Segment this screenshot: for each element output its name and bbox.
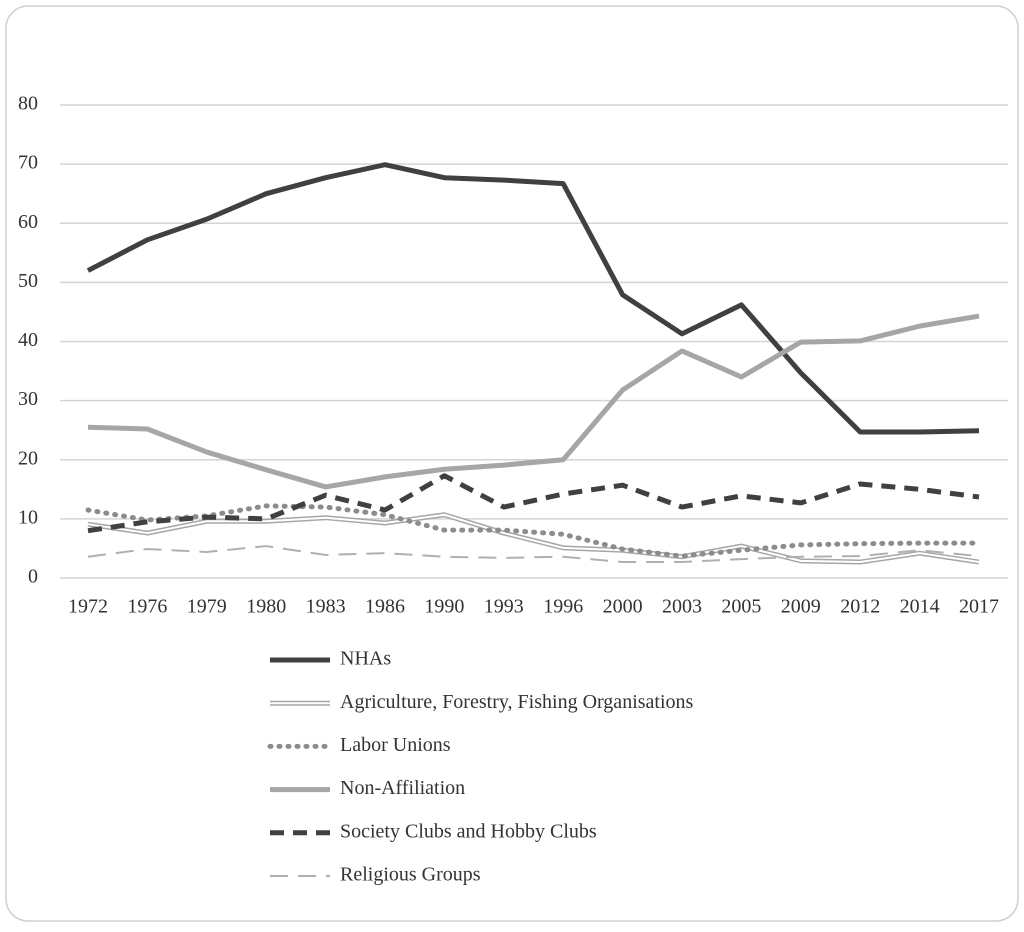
y-tick-label: 0	[28, 566, 38, 588]
x-tick-label: 1993	[484, 596, 524, 618]
series-line	[87, 473, 980, 534]
legend-label: Agriculture, Forestry, Fishing Organisat…	[340, 691, 694, 713]
x-tick-label: 1986	[365, 596, 405, 618]
x-tick-label: 2005	[721, 596, 761, 618]
legend-label: Labor Unions	[340, 734, 451, 756]
x-tick-label: 2014	[900, 596, 940, 618]
y-tick-label: 20	[18, 447, 38, 469]
x-tick-label: 2000	[603, 596, 643, 618]
x-tick-label: 1972	[68, 596, 108, 618]
legend-label: Religious Groups	[340, 864, 481, 886]
series-line	[85, 503, 982, 559]
x-tick-label: 2012	[840, 596, 880, 618]
x-tick-label: 1983	[306, 596, 346, 618]
x-tick-label: 1990	[424, 596, 464, 618]
x-tick-label: 1996	[543, 596, 583, 618]
y-tick-label: 40	[18, 329, 38, 351]
series-line	[87, 313, 980, 490]
legend-label: NHAs	[340, 648, 391, 670]
x-tick-label: 1979	[187, 596, 227, 618]
series-line	[86, 162, 980, 435]
x-tick-label: 2009	[781, 596, 821, 618]
x-tick-label: 1980	[246, 596, 286, 618]
y-tick-label: 50	[18, 270, 38, 292]
y-tick-label: 80	[18, 93, 38, 115]
y-tick-label: 70	[18, 152, 38, 174]
y-tick-label: 30	[18, 388, 38, 410]
x-tick-label: 2017	[959, 596, 999, 618]
x-tick-label: 1976	[127, 596, 167, 618]
x-tick-label: 2003	[662, 596, 702, 618]
legend-label: Society Clubs and Hobby Clubs	[340, 820, 597, 842]
series-line-inner	[87, 513, 980, 564]
y-tick-label: 10	[18, 506, 38, 528]
series-line	[87, 545, 980, 564]
y-tick-label: 60	[18, 211, 38, 233]
legend-label: Non-Affiliation	[340, 777, 465, 799]
